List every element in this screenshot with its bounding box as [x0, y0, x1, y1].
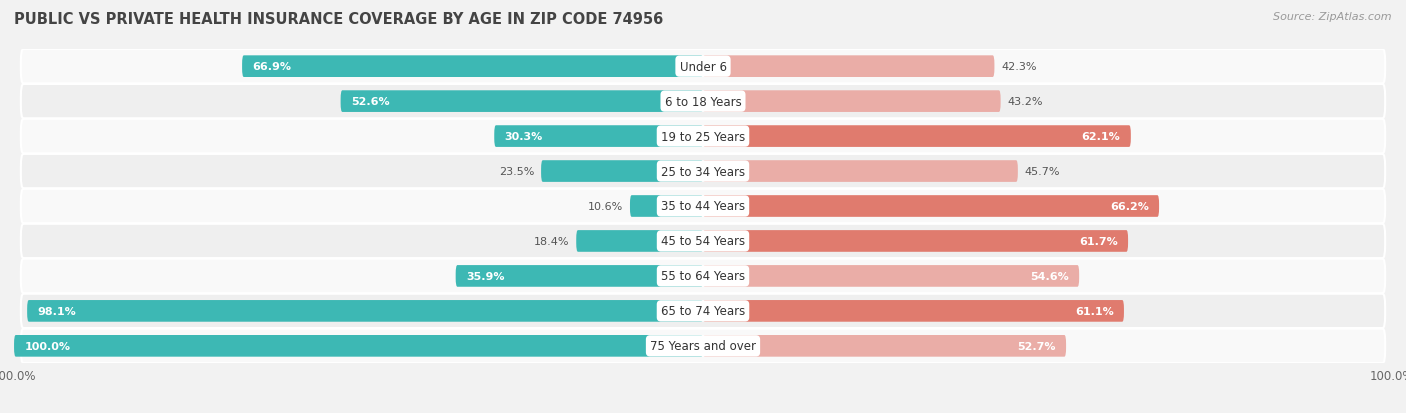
FancyBboxPatch shape — [242, 56, 703, 78]
FancyBboxPatch shape — [541, 161, 703, 183]
Text: 55 to 64 Years: 55 to 64 Years — [661, 270, 745, 283]
Text: Source: ZipAtlas.com: Source: ZipAtlas.com — [1274, 12, 1392, 22]
Text: 75 Years and over: 75 Years and over — [650, 339, 756, 352]
Text: 23.5%: 23.5% — [499, 166, 534, 177]
FancyBboxPatch shape — [21, 50, 1385, 84]
FancyBboxPatch shape — [703, 335, 1066, 357]
Text: 19 to 25 Years: 19 to 25 Years — [661, 130, 745, 143]
FancyBboxPatch shape — [340, 91, 703, 113]
FancyBboxPatch shape — [495, 126, 703, 147]
FancyBboxPatch shape — [630, 196, 703, 217]
FancyBboxPatch shape — [703, 126, 1130, 147]
FancyBboxPatch shape — [21, 154, 1385, 189]
Text: 61.1%: 61.1% — [1074, 306, 1114, 316]
FancyBboxPatch shape — [576, 230, 703, 252]
Text: Under 6: Under 6 — [679, 61, 727, 74]
FancyBboxPatch shape — [456, 266, 703, 287]
Text: 42.3%: 42.3% — [1001, 62, 1036, 72]
Text: 25 to 34 Years: 25 to 34 Years — [661, 165, 745, 178]
FancyBboxPatch shape — [21, 224, 1385, 259]
FancyBboxPatch shape — [703, 300, 1123, 322]
Text: 30.3%: 30.3% — [505, 132, 543, 142]
Text: 45 to 54 Years: 45 to 54 Years — [661, 235, 745, 248]
Text: 100.0%: 100.0% — [24, 341, 70, 351]
Text: 54.6%: 54.6% — [1031, 271, 1069, 281]
Text: 45.7%: 45.7% — [1025, 166, 1060, 177]
FancyBboxPatch shape — [21, 259, 1385, 293]
FancyBboxPatch shape — [21, 190, 1385, 223]
Text: 62.1%: 62.1% — [1081, 132, 1121, 142]
FancyBboxPatch shape — [703, 230, 1128, 252]
Text: 6 to 18 Years: 6 to 18 Years — [665, 95, 741, 108]
FancyBboxPatch shape — [21, 85, 1385, 119]
Text: 98.1%: 98.1% — [38, 306, 76, 316]
Text: 61.7%: 61.7% — [1078, 236, 1118, 247]
Text: 52.6%: 52.6% — [352, 97, 389, 107]
Text: PUBLIC VS PRIVATE HEALTH INSURANCE COVERAGE BY AGE IN ZIP CODE 74956: PUBLIC VS PRIVATE HEALTH INSURANCE COVER… — [14, 12, 664, 27]
Text: 52.7%: 52.7% — [1017, 341, 1056, 351]
FancyBboxPatch shape — [21, 294, 1385, 328]
Text: 35 to 44 Years: 35 to 44 Years — [661, 200, 745, 213]
FancyBboxPatch shape — [14, 335, 703, 357]
FancyBboxPatch shape — [703, 161, 1018, 183]
FancyBboxPatch shape — [703, 56, 994, 78]
Text: 10.6%: 10.6% — [588, 202, 623, 211]
FancyBboxPatch shape — [21, 120, 1385, 154]
FancyBboxPatch shape — [703, 266, 1080, 287]
Text: 43.2%: 43.2% — [1008, 97, 1043, 107]
Text: 35.9%: 35.9% — [465, 271, 505, 281]
FancyBboxPatch shape — [703, 196, 1159, 217]
Text: 66.2%: 66.2% — [1109, 202, 1149, 211]
Text: 65 to 74 Years: 65 to 74 Years — [661, 305, 745, 318]
Text: 18.4%: 18.4% — [534, 236, 569, 247]
FancyBboxPatch shape — [21, 329, 1385, 363]
FancyBboxPatch shape — [703, 91, 1001, 113]
FancyBboxPatch shape — [27, 300, 703, 322]
Text: 66.9%: 66.9% — [253, 62, 291, 72]
